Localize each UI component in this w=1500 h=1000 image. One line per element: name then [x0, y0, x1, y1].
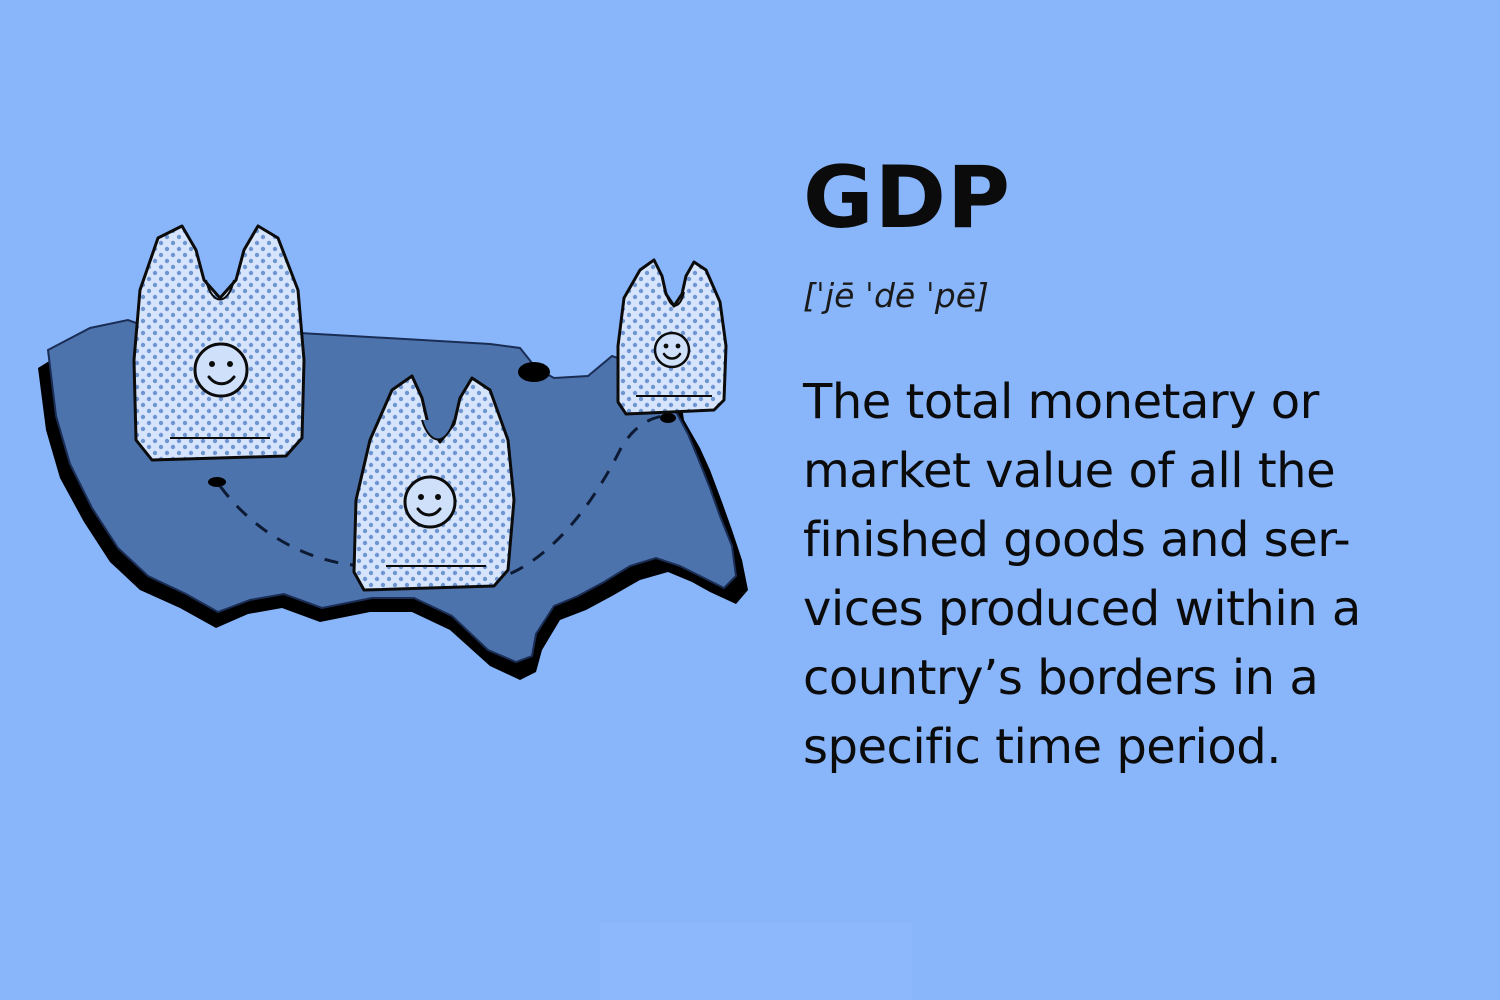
- definition-line: The total monetary or: [803, 374, 1319, 430]
- term-title: GDP: [803, 148, 1012, 248]
- location-dot: [660, 413, 676, 423]
- dashed-route: [218, 414, 665, 585]
- definition-line: country’s borders in a: [803, 650, 1319, 706]
- us-map-illustration: [38, 224, 748, 680]
- lake-mark: [518, 362, 550, 382]
- definition-line: finished goods and ser-: [803, 512, 1351, 568]
- definition-line: vices produced within a: [803, 581, 1361, 637]
- pronunciation: [ˈjē ˈdē ˈpē]: [803, 276, 989, 315]
- definition: The total monetary or market value of al…: [803, 368, 1443, 782]
- smiley-shopping-bag-icon: [616, 258, 728, 416]
- definition-text-block: GDP [ˈjē ˈdē ˈpē] The total monetary or …: [803, 150, 1443, 782]
- definition-line: market value of all the: [803, 443, 1336, 499]
- footer-strip: [600, 922, 912, 1000]
- smiley-shopping-bag-icon: [352, 374, 516, 592]
- definition-line: specific time period.: [803, 719, 1281, 775]
- location-dot: [208, 477, 226, 487]
- smiley-shopping-bag-icon: [132, 224, 306, 462]
